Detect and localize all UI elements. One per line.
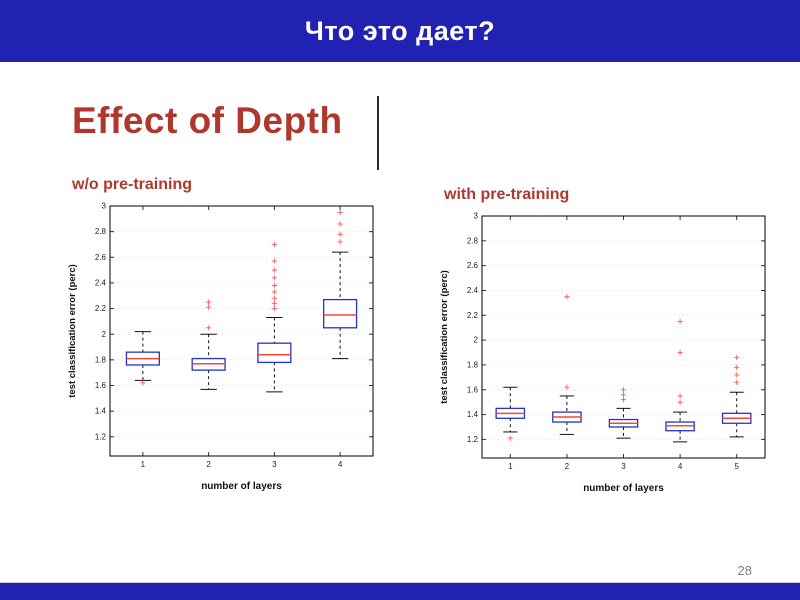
footer-bar	[0, 583, 800, 600]
svg-text:2.6: 2.6	[95, 253, 107, 262]
svg-text:2: 2	[474, 336, 479, 345]
svg-text:number of layers: number of layers	[201, 481, 282, 492]
svg-text:1.2: 1.2	[467, 435, 479, 444]
chart-panel-with-pretraining: with pre-training 1.2 1.4 1.6 1.8 2 2.2 2.4 2.6…	[436, 186, 774, 503]
chart-subtitle-with-pretraining: with pre-training	[444, 186, 570, 203]
svg-text:2: 2	[102, 330, 107, 339]
svg-text:2.4: 2.4	[467, 286, 479, 295]
svg-text:4: 4	[338, 460, 343, 469]
svg-text:5: 5	[734, 462, 739, 471]
chart-subtitle-wo-pretraining: w/o pre-training	[72, 176, 192, 193]
svg-text:1.4: 1.4	[467, 410, 479, 419]
svg-text:3: 3	[272, 460, 277, 469]
svg-text:1.6: 1.6	[95, 381, 107, 390]
svg-text:2.8: 2.8	[467, 236, 479, 245]
slide-title: Effect of Depth	[72, 100, 343, 141]
svg-text:test classification error (per: test classification error (perc)	[439, 270, 450, 404]
footer-divider-line	[0, 582, 800, 583]
svg-text:1.4: 1.4	[95, 407, 107, 416]
header-title: Что это дает?	[304, 15, 496, 46]
svg-text:1: 1	[508, 462, 513, 471]
svg-text:number of layers: number of layers	[583, 483, 664, 494]
svg-text:3: 3	[474, 212, 479, 221]
svg-text:test classification error (per: test classification error (perc)	[67, 264, 78, 398]
svg-text:3: 3	[102, 202, 107, 211]
svg-text:4: 4	[678, 462, 683, 471]
svg-text:3: 3	[621, 462, 626, 471]
svg-text:1: 1	[141, 460, 146, 469]
svg-text:2.6: 2.6	[467, 261, 479, 270]
svg-text:2.4: 2.4	[95, 279, 107, 288]
svg-text:2.2: 2.2	[467, 311, 479, 320]
boxplot-with-pretraining: 1.2 1.4 1.6 1.8 2 2.2 2.4 2.6 2.8 3 1 2 3 4 5 number of…	[436, 210, 774, 503]
svg-text:2.8: 2.8	[95, 227, 107, 236]
svg-text:1.8: 1.8	[95, 355, 107, 364]
page-number: 28	[737, 563, 752, 578]
title-divider	[377, 96, 379, 170]
svg-text:2: 2	[565, 462, 570, 471]
chart-panel-without-pretraining: w/o pre-training 1.2 1.4 1.6 1.8 2 2.2 2.4 2.6 2…	[64, 176, 382, 501]
svg-text:2: 2	[206, 460, 211, 469]
svg-text:1.8: 1.8	[467, 361, 479, 370]
slide-header-bar: Что это дает?	[0, 0, 800, 62]
svg-text:2.2: 2.2	[95, 304, 107, 313]
svg-text:1.6: 1.6	[467, 385, 479, 394]
boxplot-wo-pretraining: 1.2 1.4 1.6 1.8 2 2.2 2.4 2.6 2.8 3 1 2 3 4 number of …	[64, 200, 382, 501]
svg-text:1.2: 1.2	[95, 432, 107, 441]
